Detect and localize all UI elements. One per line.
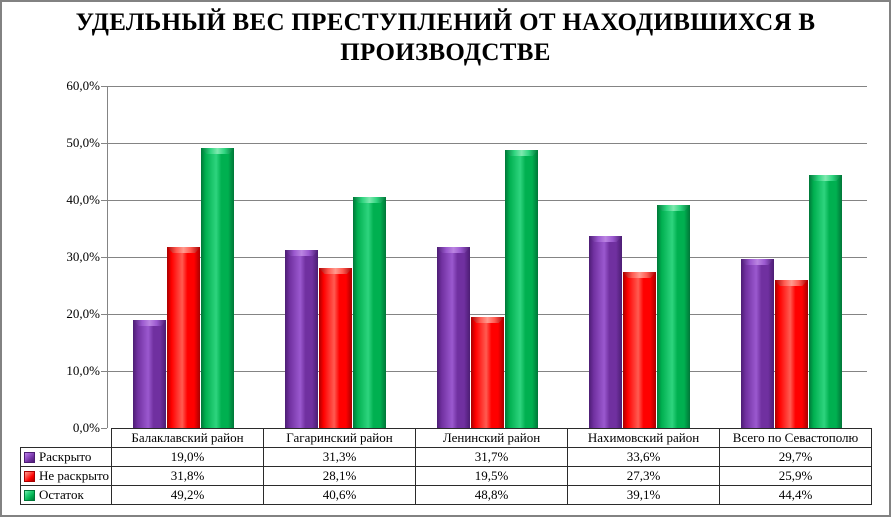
chart-title: УДЕЛЬНЫЙ ВЕС ПРЕСТУПЛЕНИЙ ОТ НАХОДИВШИХС… xyxy=(75,9,816,66)
table-row-Остаток: Остаток 49,2% 40,6% 48,8% 39,1% 44,4% xyxy=(19,485,873,505)
table-corner-cell xyxy=(21,429,112,448)
value-cell: 44,4% xyxy=(719,485,873,505)
bar-Раскрыто-Ленинский район xyxy=(437,247,470,428)
bar-Раскрыто-Балаклавский район xyxy=(133,320,167,428)
category-header-cell: Ленинский район xyxy=(415,428,569,448)
y-axis-tick xyxy=(101,200,107,201)
value-cell: 31,7% xyxy=(415,447,569,467)
plot-area xyxy=(107,86,867,428)
y-axis-tick xyxy=(101,371,107,372)
y-axis-label: 40,0% xyxy=(66,192,100,207)
legend-cell: Раскрыто xyxy=(19,447,113,467)
bar-Остаток-Нахимовский район xyxy=(656,205,690,428)
legend-cell: Не раскрыто xyxy=(19,466,113,486)
value-cell: 49,2% xyxy=(111,485,265,505)
bar-Остаток-Всего по Севастополю xyxy=(808,175,842,428)
y-axis-label: 20,0% xyxy=(66,306,100,321)
value-cell: 31,3% xyxy=(263,447,417,467)
gridline xyxy=(108,257,867,258)
gridline xyxy=(108,143,867,144)
category-header-cell: Нахимовский район xyxy=(567,428,721,448)
bar-Остаток-Гагаринский район xyxy=(353,197,387,428)
legend-label: Раскрыто xyxy=(39,449,92,464)
gridline xyxy=(108,200,867,201)
bar-Не раскрыто-Балаклавский район xyxy=(167,247,201,428)
bar-Раскрыто-Всего по Севастополю xyxy=(740,259,774,428)
value-cell: 31,8% xyxy=(111,466,265,486)
y-axis-label: 60,0% xyxy=(66,78,100,93)
value-cell: 19,0% xyxy=(111,447,265,467)
table-header-row: Балаклавский район Гагаринский район Ленин… xyxy=(21,428,873,448)
value-cell: 27,3% xyxy=(567,466,721,486)
table-row-Раскрыто: Раскрыто 19,0% 31,3% 31,7% 33,6% 29,7% xyxy=(19,447,873,467)
category-header-cell: Всего по Севастополю xyxy=(719,428,873,448)
value-cell: 33,6% xyxy=(567,447,721,467)
y-axis-tick xyxy=(101,86,107,87)
legend-swatch-icon xyxy=(24,489,35,501)
value-cell: 28,1% xyxy=(263,466,417,486)
category-header-cell: Балаклавский район xyxy=(111,428,265,448)
bar-Не раскрыто-Всего по Севастополю xyxy=(774,280,808,428)
value-cell: 39,1% xyxy=(567,485,721,505)
table-row-Не раскрыто: Не раскрыто 31,8% 28,1% 19,5% 27,3% 25,9% xyxy=(19,466,873,486)
bar-Остаток-Ленинский район xyxy=(505,150,538,428)
y-axis-tick xyxy=(101,143,107,144)
bar-Раскрыто-Нахимовский район xyxy=(588,236,622,428)
value-cell: 19,5% xyxy=(415,466,569,486)
legend-cell: Остаток xyxy=(19,485,113,505)
value-cell: 48,8% xyxy=(415,485,569,505)
legend-label: Остаток xyxy=(39,487,84,502)
value-cell: 25,9% xyxy=(719,466,873,486)
gridline xyxy=(108,314,867,315)
bar-Остаток-Балаклавский район xyxy=(201,148,235,428)
value-cell: 40,6% xyxy=(263,485,417,505)
y-axis-label: 50,0% xyxy=(66,135,100,150)
y-axis-tick xyxy=(101,428,107,429)
y-axis-label: 10,0% xyxy=(66,363,100,378)
bar-Не раскрыто-Гагаринский район xyxy=(319,268,353,428)
y-axis-label: 0,0% xyxy=(72,420,100,435)
legend-swatch-icon xyxy=(24,470,35,482)
category-header-cell: Гагаринский район xyxy=(263,428,417,448)
y-axis-label: 30,0% xyxy=(66,249,100,264)
bar-Не раскрыто-Нахимовский район xyxy=(622,272,656,428)
bar-Не раскрыто-Ленинский район xyxy=(471,317,504,428)
legend-swatch-icon xyxy=(24,451,35,463)
legend-label: Не раскрыто xyxy=(39,468,110,483)
bar-Раскрыто-Гагаринский район xyxy=(285,250,319,428)
data-table-legend: Балаклавский район Гагаринский район Ленин… xyxy=(19,428,873,505)
y-axis-tick xyxy=(101,314,107,315)
y-axis-tick xyxy=(101,257,107,258)
value-cell: 29,7% xyxy=(719,447,873,467)
gridline xyxy=(108,86,867,87)
